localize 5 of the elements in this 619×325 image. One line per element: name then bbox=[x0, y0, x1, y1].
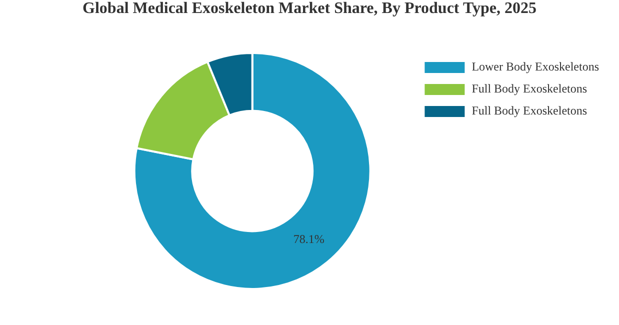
data-label: 78.1% bbox=[293, 232, 324, 246]
chart-title: Global Medical Exoskeleton Market Share, By Product Type, 2025 bbox=[82, 0, 538, 19]
legend-label: Full Body Exoskeletons bbox=[472, 104, 588, 118]
legend-label: Lower Body Exoskeletons bbox=[472, 60, 600, 74]
legend-label: Full Body Exoskeletons bbox=[472, 82, 588, 96]
